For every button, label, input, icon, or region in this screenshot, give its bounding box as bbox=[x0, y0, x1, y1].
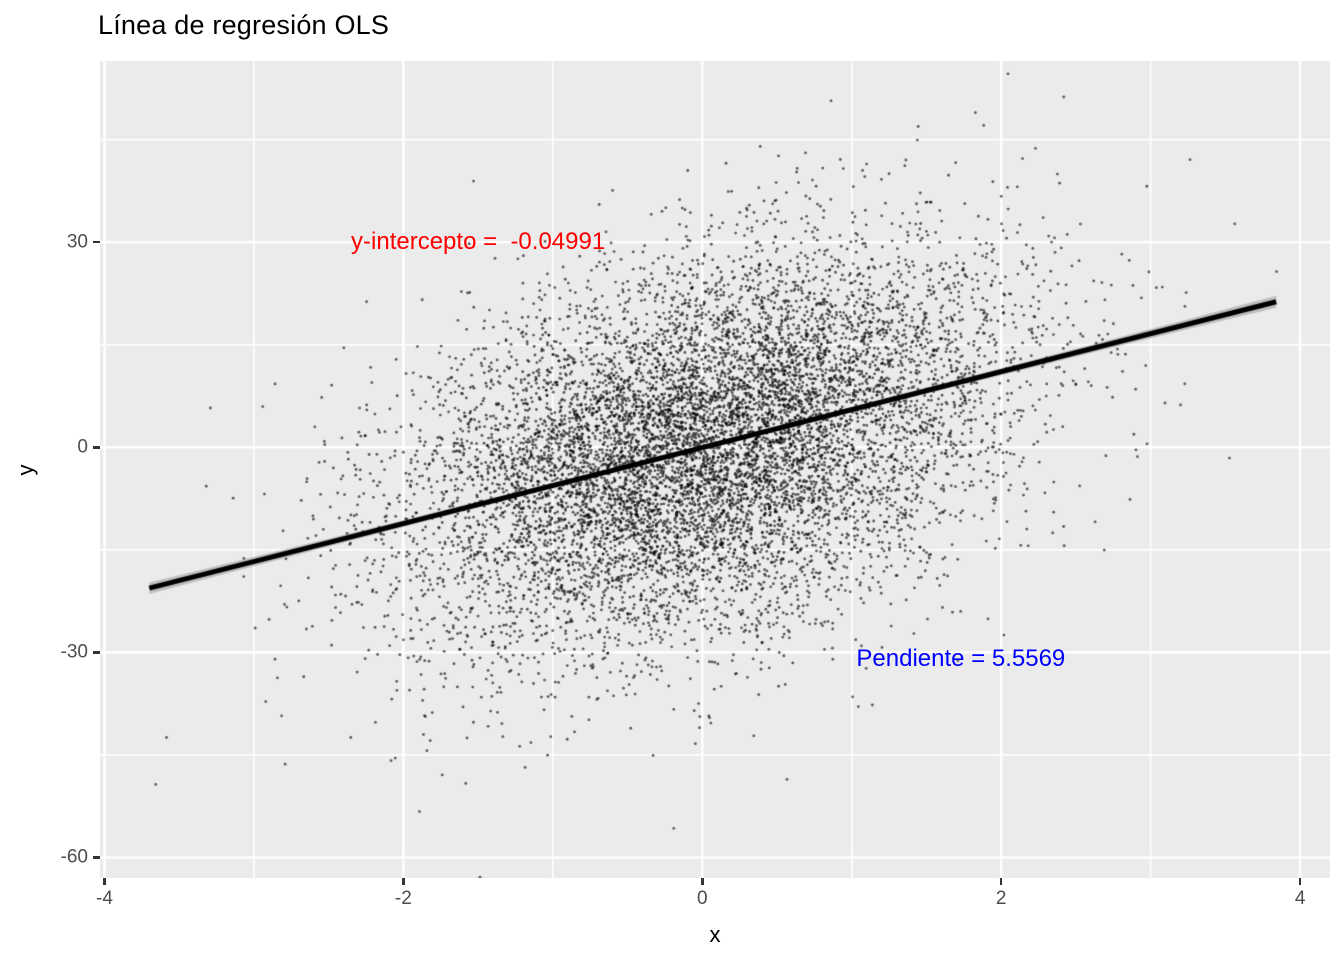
x-tick-label: -4 bbox=[96, 888, 113, 909]
y-tick-label: 0 bbox=[77, 436, 88, 458]
y-axis-title: y bbox=[13, 464, 38, 475]
y-tick-mark bbox=[93, 856, 100, 859]
y-tick-label: 30 bbox=[66, 231, 88, 253]
y-tick-label: -60 bbox=[60, 846, 88, 868]
x-tick-mark bbox=[701, 878, 704, 885]
x-axis-title: x bbox=[709, 922, 721, 947]
y-tick-mark bbox=[93, 446, 100, 449]
x-tick-mark bbox=[999, 878, 1003, 885]
x-tick-label: -2 bbox=[394, 888, 412, 909]
y-tick-label: -30 bbox=[60, 641, 88, 663]
x-tick-mark bbox=[1298, 878, 1302, 885]
x-tick-label: 2 bbox=[995, 888, 1007, 909]
x-tick-label: 4 bbox=[1294, 888, 1306, 909]
scatter-points-canvas bbox=[100, 61, 1330, 878]
plot-panel: y-intercepto = -0.04991 Pendiente = 5.55… bbox=[100, 61, 1330, 878]
chart-title: Línea de regresión OLS bbox=[98, 10, 390, 40]
y-tick-mark bbox=[93, 240, 100, 244]
x-tick-mark bbox=[103, 878, 106, 885]
x-tick-mark bbox=[402, 878, 405, 885]
y-tick-mark bbox=[93, 651, 100, 654]
x-tick-label: 0 bbox=[696, 888, 708, 909]
